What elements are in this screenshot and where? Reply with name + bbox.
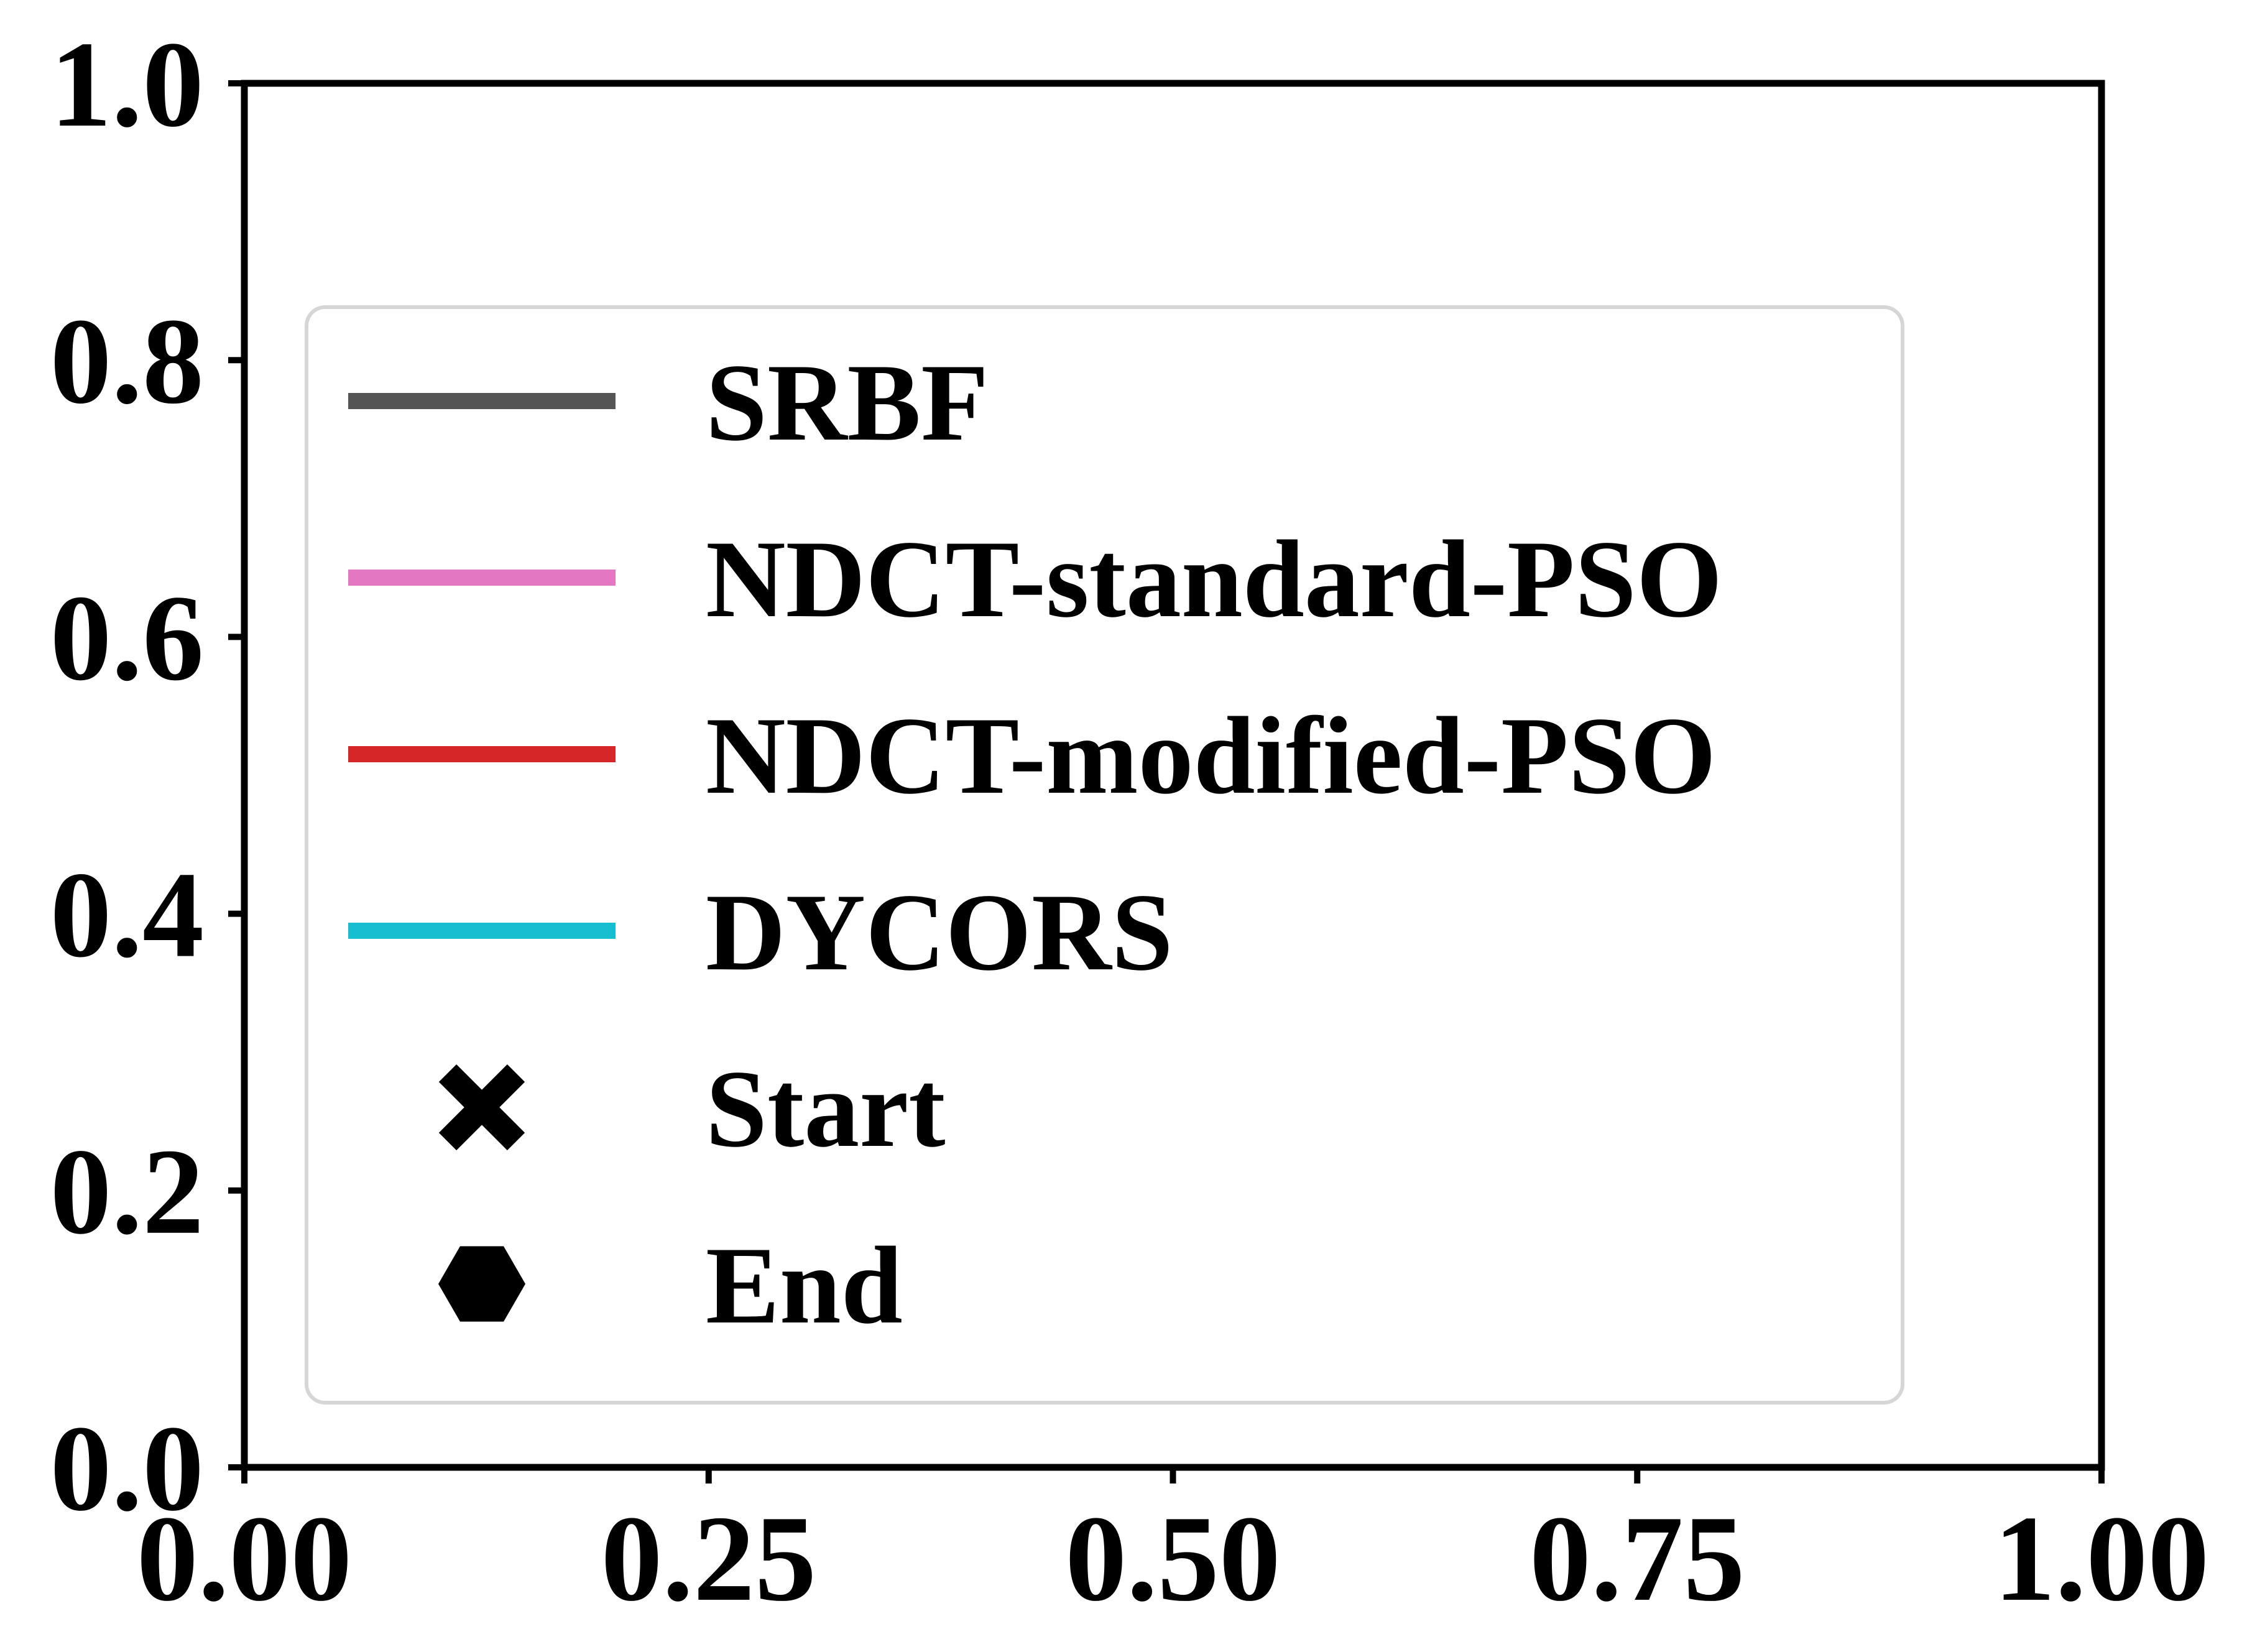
legend-label-2: NDCT-standard-PSO bbox=[706, 517, 1722, 640]
end-hexagon-icon bbox=[438, 1246, 525, 1322]
legend-box bbox=[305, 305, 1904, 1405]
x-tick-label: 0.25 bbox=[601, 1490, 817, 1627]
start-x-stroke bbox=[438, 1064, 525, 1151]
plot-area-frame bbox=[241, 80, 2105, 1471]
y-tick-label: 0.4 bbox=[50, 847, 205, 983]
x-tick-label: 0.75 bbox=[1530, 1490, 1745, 1627]
x-tick-label: 0.50 bbox=[1065, 1490, 1281, 1627]
legend-label-1: SRBF bbox=[706, 341, 989, 464]
legend-label-end: End bbox=[706, 1224, 903, 1347]
x-axis-ticks: 0.00 0.25 0.50 0.75 1.00 bbox=[137, 1467, 2210, 1627]
y-axis-ticks: 0.0 0.2 0.4 0.6 0.8 1.0 bbox=[50, 16, 244, 1536]
legend: SRBF NDCT-standard-PSO NDCT-modified-PSO DY… bbox=[305, 305, 1904, 1405]
y-tick-label: 0.6 bbox=[50, 570, 205, 706]
x-tick-label: 1.00 bbox=[1994, 1490, 2210, 1627]
y-tick-label: 0.2 bbox=[50, 1124, 205, 1260]
y-tick-label: 0.8 bbox=[50, 293, 205, 429]
y-tick-label: 1.0 bbox=[50, 16, 205, 152]
legend-label-3: NDCT-modified-PSO bbox=[706, 694, 1716, 817]
start-x-icon bbox=[438, 1064, 525, 1151]
legend-label-start: Start bbox=[706, 1047, 946, 1170]
legend-label-4: DYCORS bbox=[706, 870, 1173, 994]
y-tick-label: 0.0 bbox=[50, 1400, 205, 1536]
x-tick-label: 0.00 bbox=[137, 1490, 353, 1627]
